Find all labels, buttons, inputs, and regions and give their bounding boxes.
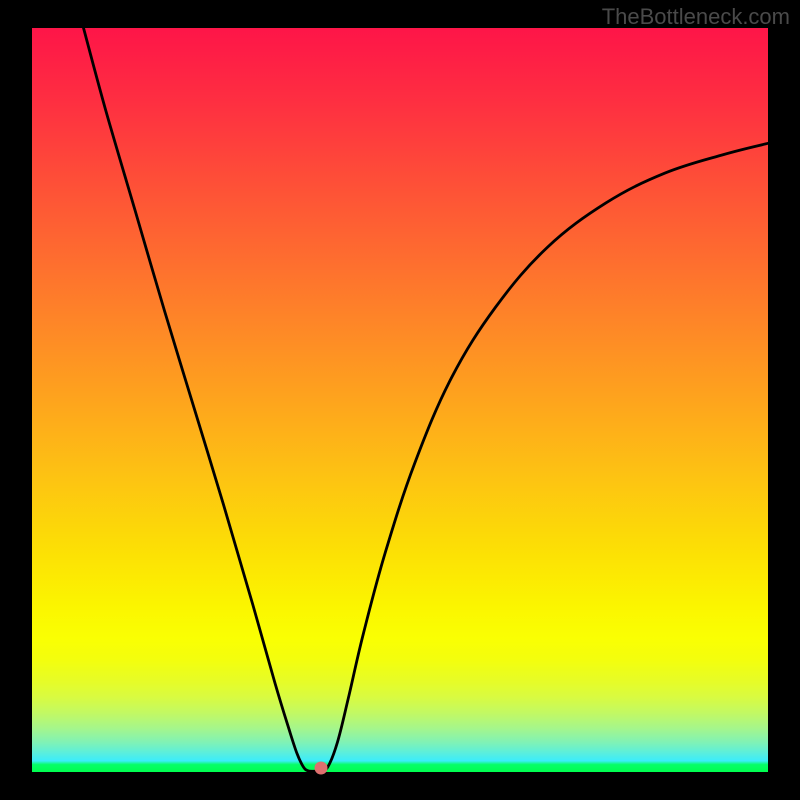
plot-area [32, 28, 768, 772]
min-marker [315, 762, 328, 775]
watermark-text: TheBottleneck.com [602, 4, 790, 30]
chart-container: TheBottleneck.com [0, 0, 800, 800]
